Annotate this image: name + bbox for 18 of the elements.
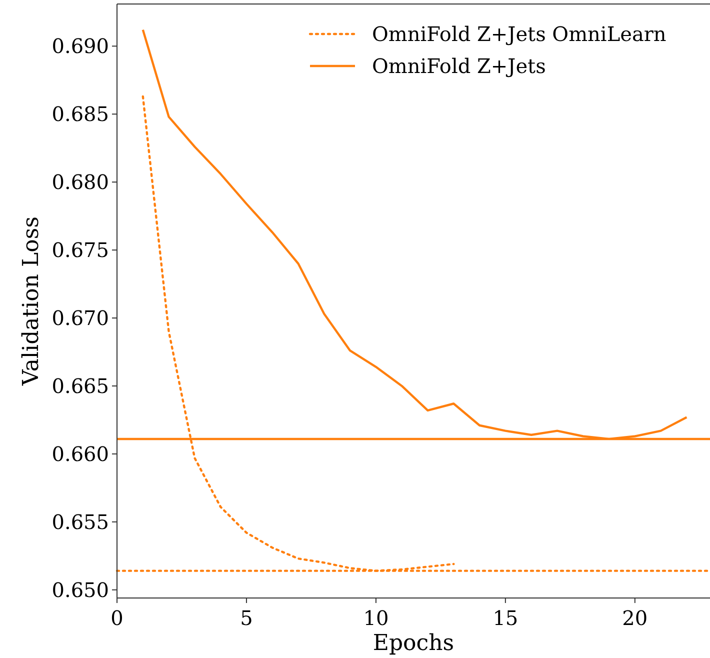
y-axis-title: Validation Loss: [19, 216, 44, 386]
x-tick-label: 15: [492, 606, 518, 630]
y-tick-label: 0.670: [52, 306, 109, 330]
y-tick-label: 0.690: [52, 34, 109, 58]
y-tick-label: 0.650: [52, 578, 109, 602]
y-tick-label: 0.660: [52, 442, 109, 466]
x-tick-label: 0: [110, 606, 124, 630]
x-tick-label: 5: [240, 606, 253, 630]
x-axis-title: Epochs: [372, 631, 454, 656]
y-tick-label: 0.675: [52, 238, 109, 262]
y-tick-label: 0.655: [52, 510, 109, 534]
y-tick-label: 0.685: [52, 102, 109, 126]
legend-label: OmniFold Z+Jets: [372, 54, 546, 78]
legend-label: OmniFold Z+Jets OmniLearn: [372, 22, 666, 46]
x-tick-label: 10: [363, 606, 389, 630]
y-tick-label: 0.680: [52, 170, 109, 194]
x-tick-label: 20: [622, 606, 648, 630]
y-tick-label: 0.665: [52, 374, 109, 398]
